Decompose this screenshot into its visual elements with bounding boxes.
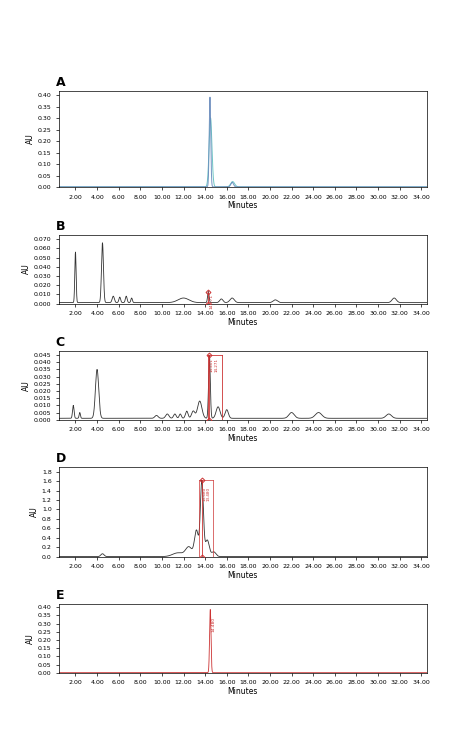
- X-axis label: Minutes: Minutes: [228, 318, 258, 327]
- X-axis label: Minutes: Minutes: [228, 201, 258, 210]
- X-axis label: Minutes: Minutes: [228, 571, 258, 580]
- Text: D: D: [55, 452, 66, 465]
- Text: B: B: [55, 220, 65, 233]
- Y-axis label: AU: AU: [22, 380, 31, 391]
- X-axis label: Minutes: Minutes: [228, 687, 258, 696]
- Text: 14.271: 14.271: [210, 294, 214, 309]
- Text: E: E: [55, 590, 64, 603]
- Text: 14.401
14.271: 14.401 14.271: [210, 358, 219, 372]
- Y-axis label: AU: AU: [26, 134, 35, 144]
- Y-axis label: AU: AU: [26, 633, 35, 643]
- Text: 14.480: 14.480: [211, 617, 215, 632]
- Text: A: A: [55, 76, 65, 88]
- Y-axis label: AU: AU: [30, 507, 39, 517]
- Y-axis label: AU: AU: [22, 264, 31, 274]
- Text: 13.680
13.480: 13.680 13.480: [202, 486, 211, 500]
- X-axis label: Minutes: Minutes: [228, 434, 258, 443]
- Text: C: C: [55, 336, 65, 349]
